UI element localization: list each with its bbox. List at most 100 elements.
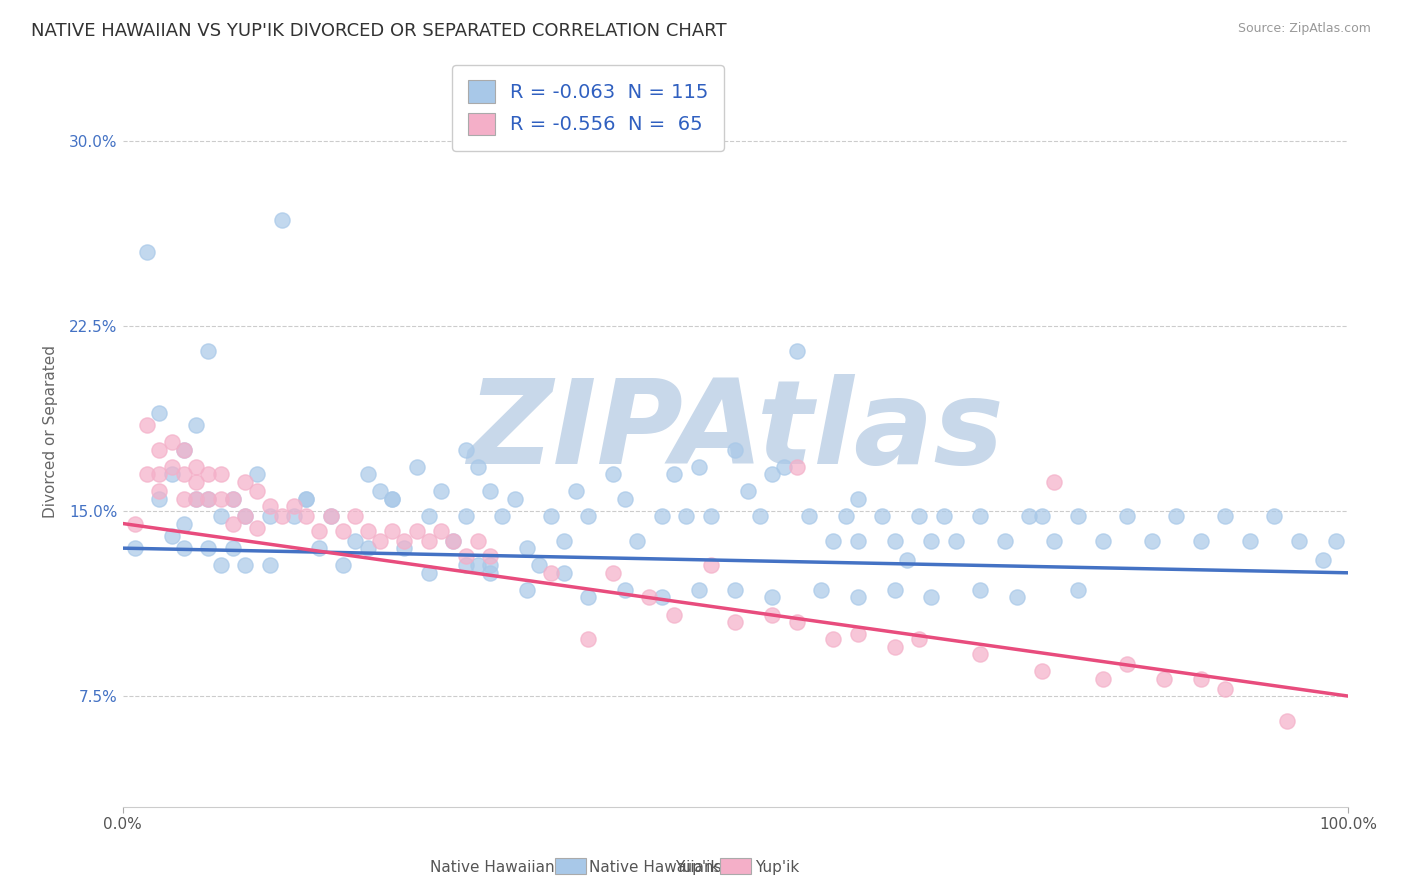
Point	[576, 591, 599, 605]
Point	[540, 509, 562, 524]
Text: Source: ZipAtlas.com: Source: ZipAtlas.com	[1237, 22, 1371, 36]
Point	[1116, 657, 1139, 671]
Point	[184, 491, 207, 506]
Point	[1312, 553, 1334, 567]
Point	[222, 491, 245, 506]
Point	[614, 583, 637, 598]
Point	[222, 516, 245, 531]
Point	[148, 484, 170, 499]
Point	[136, 245, 159, 260]
Point	[883, 533, 905, 548]
Point	[443, 533, 465, 548]
Point	[148, 467, 170, 482]
Point	[124, 541, 146, 556]
Point	[246, 484, 269, 499]
Point	[467, 558, 489, 573]
Point	[148, 442, 170, 457]
Point	[1263, 509, 1285, 524]
Point	[160, 529, 183, 543]
Point	[883, 583, 905, 598]
Point	[454, 558, 477, 573]
Legend: R = -0.063  N = 115, R = -0.556  N =  65: R = -0.063 N = 115, R = -0.556 N = 65	[453, 65, 724, 151]
Point	[1005, 591, 1028, 605]
Point	[945, 533, 967, 548]
Point	[614, 491, 637, 506]
Point	[1043, 475, 1066, 489]
Point	[1153, 672, 1175, 686]
Point	[259, 500, 281, 514]
Point	[1116, 509, 1139, 524]
Point	[1067, 583, 1090, 598]
Point	[503, 491, 526, 506]
Point	[246, 467, 269, 482]
Point	[148, 491, 170, 506]
Y-axis label: Divorced or Separated: Divorced or Separated	[44, 344, 58, 517]
Point	[233, 509, 256, 524]
Point	[197, 467, 219, 482]
Point	[246, 521, 269, 535]
Point	[846, 491, 869, 506]
Point	[173, 491, 195, 506]
Point	[602, 566, 624, 580]
Point	[1189, 533, 1212, 548]
Point	[1067, 509, 1090, 524]
Point	[160, 467, 183, 482]
Point	[184, 417, 207, 432]
Point	[136, 467, 159, 482]
Point	[259, 558, 281, 573]
Point	[394, 541, 416, 556]
Point	[651, 591, 673, 605]
Text: Yup'ik: Yup'ik	[755, 860, 799, 874]
Point	[430, 484, 453, 499]
Point	[454, 509, 477, 524]
Point	[319, 509, 342, 524]
Point	[748, 509, 770, 524]
Point	[724, 442, 747, 457]
Point	[368, 484, 391, 499]
Point	[823, 632, 845, 647]
Point	[160, 459, 183, 474]
Point	[626, 533, 648, 548]
Point	[356, 541, 378, 556]
Point	[846, 627, 869, 641]
Point	[1166, 509, 1188, 524]
Point	[969, 583, 991, 598]
Text: ZIPAtlas: ZIPAtlas	[467, 374, 1004, 489]
Point	[209, 491, 232, 506]
Point	[969, 509, 991, 524]
Point	[173, 442, 195, 457]
Point	[823, 533, 845, 548]
Point	[148, 406, 170, 420]
Point	[160, 435, 183, 450]
Point	[233, 509, 256, 524]
Point	[308, 524, 330, 538]
Point	[1043, 533, 1066, 548]
Point	[136, 417, 159, 432]
FancyBboxPatch shape	[555, 858, 586, 874]
Point	[197, 343, 219, 358]
Point	[233, 475, 256, 489]
Point	[479, 558, 502, 573]
Point	[295, 491, 318, 506]
Point	[724, 615, 747, 629]
Point	[994, 533, 1017, 548]
Point	[344, 509, 367, 524]
Point	[467, 459, 489, 474]
Point	[283, 509, 305, 524]
Text: Native Hawaiians: Native Hawaiians	[430, 860, 562, 874]
Point	[834, 509, 856, 524]
Point	[197, 491, 219, 506]
Point	[184, 459, 207, 474]
Point	[467, 533, 489, 548]
Point	[932, 509, 955, 524]
Point	[344, 533, 367, 548]
Point	[688, 459, 710, 474]
Point	[908, 509, 931, 524]
Point	[1189, 672, 1212, 686]
Point	[761, 591, 783, 605]
Point	[773, 459, 796, 474]
Point	[920, 533, 942, 548]
Point	[430, 524, 453, 538]
Point	[675, 509, 697, 524]
Point	[797, 509, 820, 524]
